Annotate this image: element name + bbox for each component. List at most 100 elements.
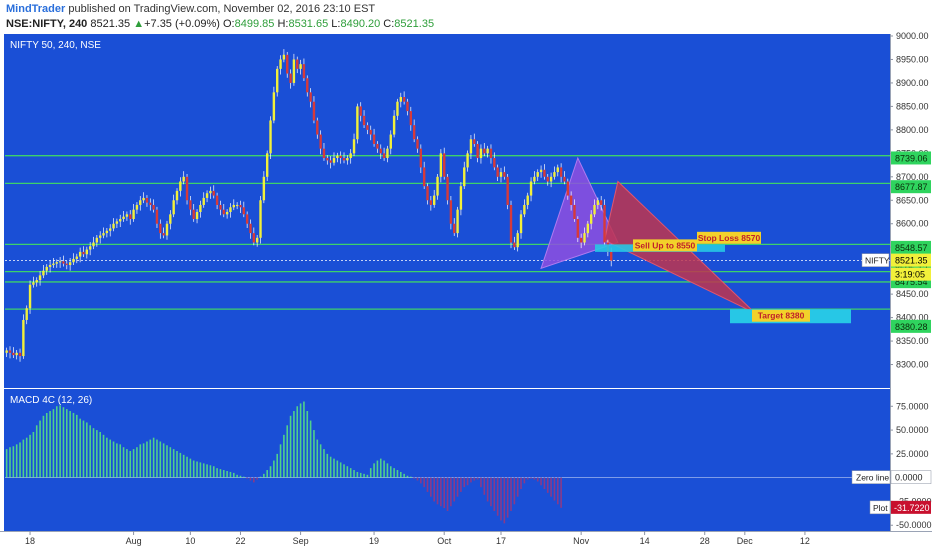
time-tick-label: Dec [737,536,754,546]
candle-body [499,172,503,177]
plot-value-text: -31.7220 [894,503,930,513]
candle-body [45,266,48,271]
candle-body [419,148,423,168]
candle-body [359,106,362,116]
candle-body [316,120,319,135]
candle-body [235,204,239,206]
candle-body [215,195,219,205]
price-tick-label: 8350.00 [896,336,929,346]
candle-body [265,153,269,177]
symbol-tag-text: NIFTY [865,256,890,266]
low-label: L: [331,18,341,30]
candle-body [556,167,559,173]
candle-body [362,115,366,126]
candle-body [125,214,129,217]
candle-body [272,92,276,121]
time-tick-label: 19 [369,536,379,546]
candle-body [336,155,339,159]
price-tick-label: 8650.00 [896,195,929,205]
candle-body [189,200,192,210]
price-tick-label: 9000.00 [896,31,929,41]
time-tick-label: Nov [573,536,590,546]
price-tick-label: 8950.00 [896,54,929,64]
candle-body [68,262,72,266]
candle-body [259,200,262,238]
candle-body [382,153,386,159]
last-price: 8521.35 [90,18,131,30]
candle-body [269,120,272,154]
candle-body [92,242,95,247]
stop-loss-label: Stop Loss 8570 [698,233,761,243]
candle-body [98,235,102,238]
close-label: C: [383,18,395,30]
candle-body [115,221,119,224]
sell-up-to-box [633,239,697,252]
candle-body [496,167,499,177]
candle-body [75,256,79,259]
candle-body [473,139,476,144]
candle-body [262,176,266,201]
symbol-label: NSE:NIFTY, 240 [6,18,88,30]
candle-body [159,223,162,234]
candle-body [319,134,322,149]
candle-body [549,176,553,182]
macd-histogram [5,401,890,524]
candle-body [28,284,32,309]
candle-body [579,237,583,243]
candle-body [286,54,289,74]
candle-body [396,101,399,116]
high-label: H: [277,18,289,30]
candle-body [102,233,105,236]
candle-body [142,197,145,201]
time-tick-label: 17 [496,536,506,546]
candle-body [252,233,256,243]
price-tick-label: 8300.00 [896,360,929,370]
price-tick-label: 8900.00 [896,78,929,88]
candle-body [165,223,169,236]
countdown-text: 3:19:05 [895,270,925,280]
candle-body [8,350,12,353]
candle-body [456,209,459,234]
candle-body [245,214,249,224]
candle-body [569,195,573,205]
candle-body [356,106,359,140]
macd-tick-label: -50.0000 [896,520,932,530]
plot-tag [869,500,891,515]
candle-body [416,139,419,149]
candle-body [593,204,596,215]
candle-body [589,214,593,224]
candle-body [509,204,513,243]
time-tick-label: Oct [437,536,452,546]
candle-body [25,308,28,320]
open-label: O: [223,18,235,30]
candle-body [429,200,433,205]
price-tick-label: 8600.00 [896,219,929,229]
candle-body [182,176,185,182]
candle-body [38,275,42,281]
candle-body [586,223,590,234]
level-price-text: 8677.87 [895,182,928,192]
candle-body [279,59,282,69]
candle-body [175,190,179,201]
candle-body [436,176,439,196]
plot-tag-text: Plot [873,503,888,513]
candle-body [119,219,122,222]
publisher-name[interactable]: MindTrader [6,3,66,15]
candle-body [459,186,463,210]
candle-body [105,230,109,234]
time-tick-label: 28 [700,536,710,546]
candle-body [412,125,416,140]
candle-body [369,129,372,135]
candle-body [376,143,379,149]
candle-body [563,176,566,182]
time-axis[interactable]: 18 Aug 10 22 Sep 19 Oct 17 Nov 14 28 Dec 12 [25,531,810,546]
candle-body [199,204,202,212]
candle-body [559,167,563,177]
zero-line-tag [851,470,891,484]
price-tick-label: 8700.00 [896,172,929,182]
candle-body [513,242,516,248]
candle-body [329,160,332,163]
price-axis[interactable]: 8300.008350.008400.008450.008500.008550.… [890,31,929,370]
